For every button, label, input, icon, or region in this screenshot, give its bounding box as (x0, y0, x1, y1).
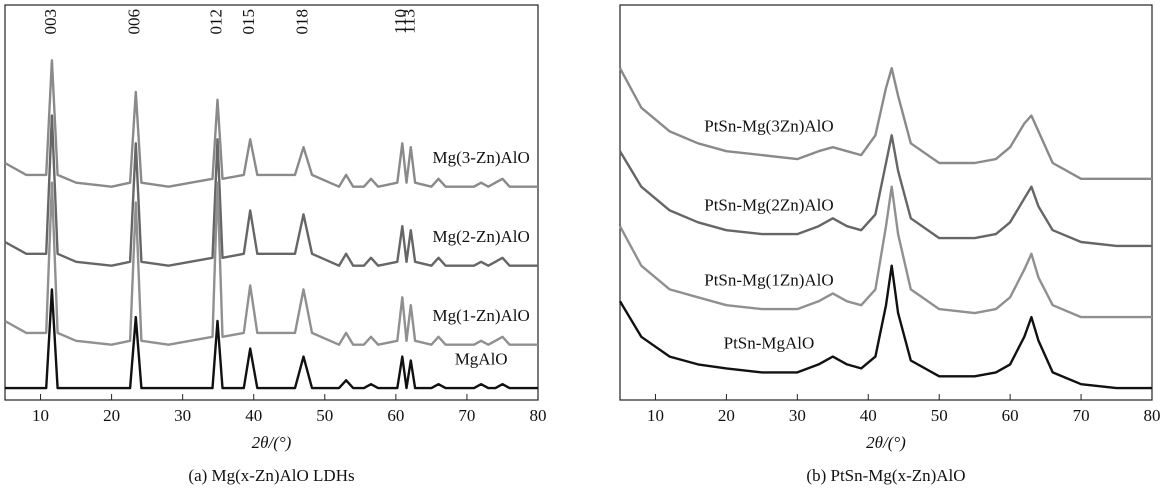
x-axis-label: 2θ/(°) (866, 433, 906, 452)
spectrum-line (618, 134, 1152, 248)
x-tick-label: 70 (458, 406, 475, 425)
x-axis-label: 2θ/(°) (252, 433, 292, 452)
peak-label: 006 (125, 9, 144, 35)
peak-label: 003 (41, 9, 60, 35)
x-tick-label: 40 (245, 406, 262, 425)
x-tick-label: 10 (32, 406, 49, 425)
series-label: Mg(3-Zn)AlO (433, 148, 530, 167)
x-tick-label: 20 (718, 406, 735, 425)
series-label: PtSn-MgAlO (724, 334, 815, 353)
x-tick-label: 50 (316, 406, 333, 425)
caption: (a) Mg(x-Zn)AlO LDHs (188, 466, 354, 485)
x-tick-label: 60 (1002, 406, 1019, 425)
peak-label: 018 (292, 9, 311, 35)
x-tick-label: 70 (1073, 406, 1090, 425)
spectrum-line (618, 264, 1152, 390)
series-label: MgAlO (455, 349, 508, 368)
peak-label: 012 (206, 9, 225, 35)
x-tick-label: 30 (789, 406, 806, 425)
x-tick-label: 40 (860, 406, 877, 425)
series-label: Mg(1-Zn)AlO (433, 306, 530, 325)
x-tick-label: 60 (387, 406, 404, 425)
series-label: PtSn-Mg(2Zn)AlO (704, 195, 833, 214)
spectrum-line (4, 114, 538, 267)
spectrum-line (618, 185, 1152, 319)
series-label: PtSn-Mg(1Zn)AlO (704, 270, 833, 289)
peak-label: 113 (400, 9, 419, 34)
spectrum-line (4, 181, 538, 346)
spectrum-line (4, 59, 538, 188)
x-tick-label: 80 (1144, 406, 1161, 425)
x-tick-label: 10 (647, 406, 664, 425)
peak-label: 110 (391, 9, 410, 34)
plot-frame (4, 4, 539, 401)
peak-label: 015 (239, 9, 258, 35)
series-label: PtSn-Mg(3Zn)AlO (704, 116, 833, 135)
spectrum-line (618, 67, 1152, 180)
spectrum-line (5, 288, 538, 390)
x-tick-label: 20 (103, 406, 120, 425)
series-label: Mg(2-Zn)AlO (433, 227, 530, 246)
x-tick-label: 80 (530, 406, 547, 425)
caption: (b) PtSn-Mg(x-Zn)AlO (806, 466, 965, 485)
plot-frame (619, 4, 1153, 401)
x-tick-label: 50 (931, 406, 948, 425)
x-tick-label: 30 (174, 406, 191, 425)
